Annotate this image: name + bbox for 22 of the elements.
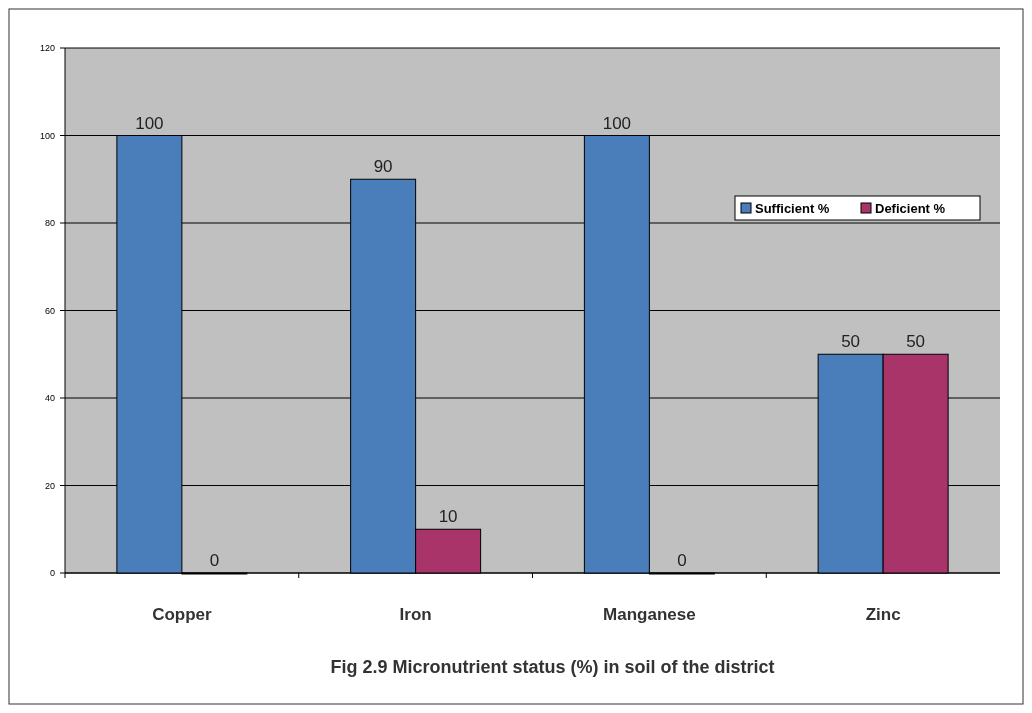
x-tick-label: Copper bbox=[152, 605, 213, 624]
y-tick-label: 80 bbox=[44, 218, 55, 229]
y-tick-label: 120 bbox=[39, 43, 55, 54]
data-label: 50 bbox=[841, 332, 861, 352]
data-label: 10 bbox=[438, 507, 458, 527]
y-tick-label: 0 bbox=[49, 568, 55, 579]
x-tick-label: Zinc bbox=[865, 605, 901, 624]
data-label: 100 bbox=[602, 113, 632, 133]
y-tick-label: 60 bbox=[44, 305, 55, 316]
y-tick-label: 40 bbox=[44, 393, 55, 404]
x-tick-label: Iron bbox=[399, 605, 432, 624]
y-tick-label: 100 bbox=[39, 130, 55, 141]
data-label: 50 bbox=[906, 332, 926, 352]
data-label: 0 bbox=[677, 551, 687, 570]
y-tick-label: 20 bbox=[44, 480, 55, 491]
legend-label: Sufficient % bbox=[755, 201, 830, 216]
text: Fig 2.9 Micronutrient status (%) in soil of the district bbox=[330, 657, 775, 677]
legend-label: Deficient % bbox=[875, 201, 946, 216]
data-label: 100 bbox=[135, 113, 164, 133]
data-label: 0 bbox=[209, 551, 220, 570]
data-label: 90 bbox=[373, 157, 393, 177]
x-tick-label: Manganese bbox=[603, 605, 696, 624]
